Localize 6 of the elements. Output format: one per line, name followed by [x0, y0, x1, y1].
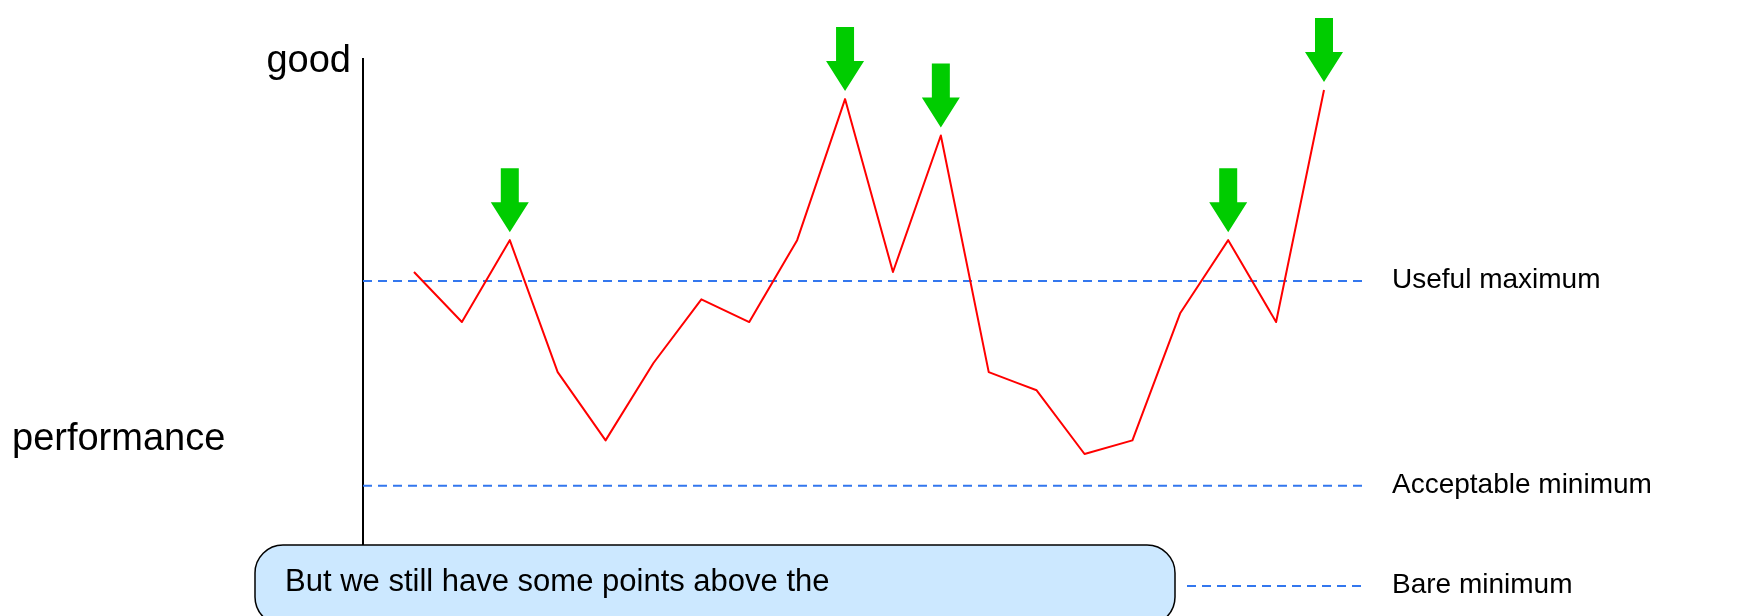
- ref-line-label: Bare minimum: [1392, 568, 1573, 600]
- text: But we still have some points above the: [285, 563, 830, 599]
- ref-line-label: Acceptable minimum: [1392, 468, 1652, 500]
- ref-line-label: Useful maximum: [1392, 263, 1601, 295]
- text: good: [266, 38, 351, 81]
- y-axis-title: performance: [12, 416, 226, 459]
